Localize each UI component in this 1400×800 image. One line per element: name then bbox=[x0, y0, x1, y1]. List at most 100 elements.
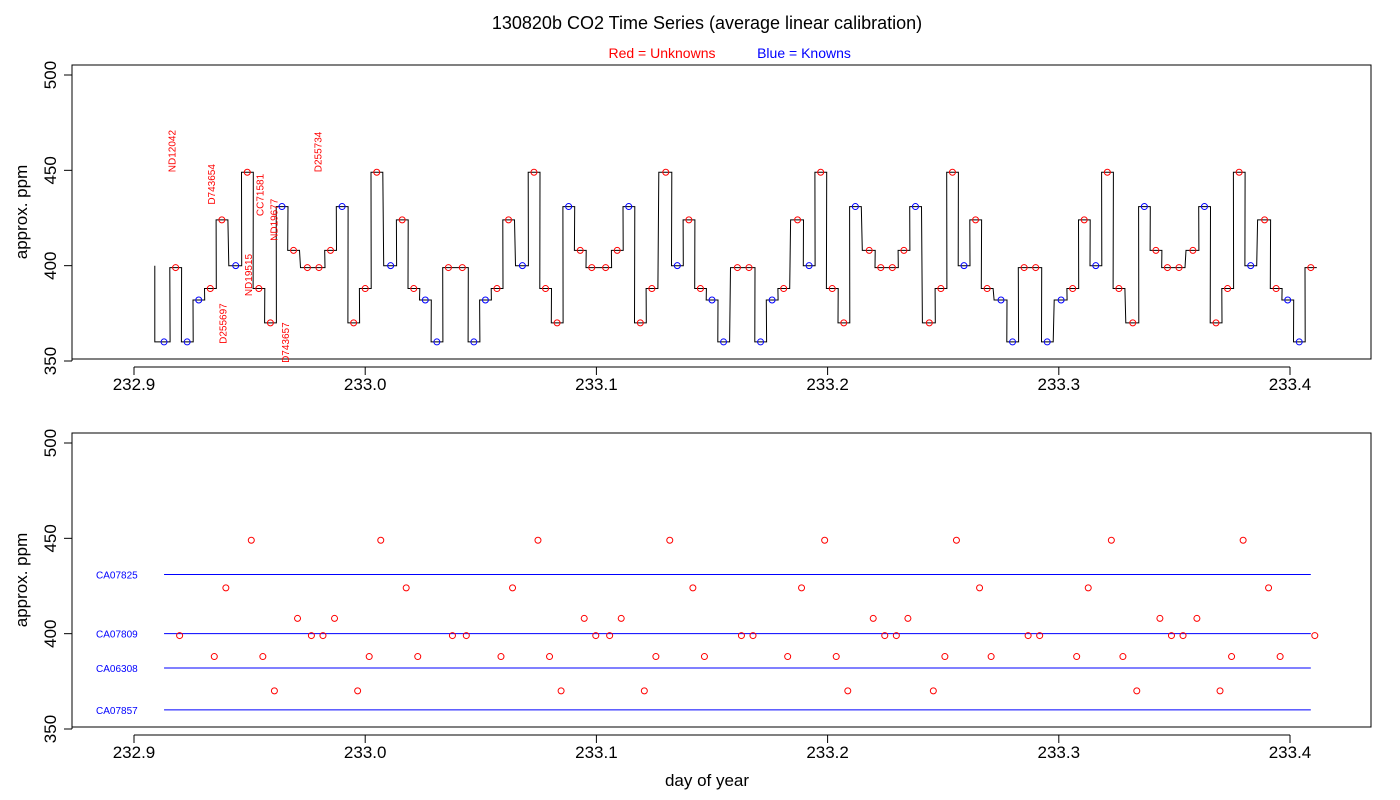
unknown-point bbox=[307, 632, 315, 640]
known-point bbox=[232, 262, 240, 270]
unknown-point bbox=[844, 687, 852, 695]
sample-id-label: D255697 bbox=[218, 303, 229, 344]
known-point bbox=[433, 338, 441, 346]
known-point bbox=[1200, 203, 1208, 211]
unknown-point bbox=[373, 168, 381, 176]
known-point bbox=[757, 338, 765, 346]
co2-trace-line bbox=[154, 171, 1317, 343]
unknown-point bbox=[218, 216, 226, 224]
unknown-point bbox=[1163, 264, 1171, 272]
unknown-point bbox=[327, 246, 335, 254]
unknown-point bbox=[259, 653, 267, 661]
unknown-point bbox=[1073, 653, 1081, 661]
unknown-point bbox=[606, 632, 614, 640]
top-x-tick-label: 233.1 bbox=[575, 375, 618, 394]
bottom-x-tick-label: 233.2 bbox=[806, 743, 849, 762]
bottom-x-tick-label: 233.1 bbox=[575, 743, 618, 762]
sample-id-label: ND12042 bbox=[168, 130, 179, 173]
known-point bbox=[960, 262, 968, 270]
top-y-tick-label: 350 bbox=[41, 347, 60, 375]
top-y-tick-label: 400 bbox=[41, 251, 60, 279]
unknown-point bbox=[662, 168, 670, 176]
reference-label: CA07825 bbox=[96, 571, 138, 582]
unknown-point bbox=[1156, 614, 1164, 622]
unknown-point bbox=[696, 285, 704, 293]
known-point bbox=[673, 262, 681, 270]
unknown-point bbox=[1167, 632, 1175, 640]
unknown-point bbox=[900, 246, 908, 254]
unknown-point bbox=[377, 536, 385, 544]
unknown-point bbox=[1265, 584, 1273, 592]
unknown-point bbox=[1212, 319, 1220, 327]
bottom-y-tick-label: 350 bbox=[41, 715, 60, 743]
unknown-point bbox=[290, 246, 298, 254]
unknown-point bbox=[497, 653, 505, 661]
unknown-point bbox=[546, 653, 554, 661]
legend-knowns: Blue = Knowns bbox=[757, 45, 851, 61]
unknown-point bbox=[458, 264, 466, 272]
unknown-point bbox=[1175, 264, 1183, 272]
unknown-point bbox=[892, 632, 900, 640]
sample-id-label: D743654 bbox=[207, 164, 218, 205]
known-point bbox=[805, 262, 813, 270]
unknown-point bbox=[361, 285, 369, 293]
unknown-point bbox=[530, 168, 538, 176]
known-point bbox=[1043, 338, 1051, 346]
known-point bbox=[768, 296, 776, 304]
unknown-point bbox=[700, 653, 708, 661]
unknown-point bbox=[617, 614, 625, 622]
unknown-point bbox=[410, 285, 418, 293]
unknown-point bbox=[1107, 536, 1115, 544]
unknown-point bbox=[1224, 285, 1232, 293]
unknown-point bbox=[1069, 285, 1077, 293]
unknown-point bbox=[1179, 632, 1187, 640]
unknown-point bbox=[398, 216, 406, 224]
unknown-point bbox=[294, 614, 302, 622]
unknown-point bbox=[877, 264, 885, 272]
unknown-point bbox=[462, 632, 470, 640]
sample-id-label: D255734 bbox=[313, 131, 324, 172]
top-plot-frame bbox=[71, 64, 1372, 360]
unknown-point bbox=[1228, 653, 1236, 661]
unknown-point bbox=[976, 584, 984, 592]
unknown-point bbox=[1024, 632, 1032, 640]
unknown-point bbox=[270, 687, 278, 695]
bottom-x-tick-label: 232.9 bbox=[113, 743, 156, 762]
unknown-point bbox=[580, 614, 588, 622]
bottom-y-tick-label: 500 bbox=[41, 429, 60, 457]
known-point bbox=[421, 296, 429, 304]
time-series-panel: 350 400 450 500 232.9 233.0 233.1 233.2 233.3 233… bbox=[12, 61, 1372, 394]
reference-label: CA06308 bbox=[96, 664, 138, 675]
bottom-x-tick-label: 233.4 bbox=[1269, 743, 1312, 762]
unknown-point bbox=[319, 632, 327, 640]
bottom-x-tick-label: 233.0 bbox=[344, 743, 387, 762]
unknown-point bbox=[1235, 168, 1243, 176]
top-x-tick-label: 233.2 bbox=[806, 375, 849, 394]
known-point bbox=[1140, 203, 1148, 211]
unknown-point bbox=[1103, 168, 1111, 176]
unknown-point bbox=[840, 319, 848, 327]
unknown-point bbox=[553, 319, 561, 327]
unknown-point bbox=[925, 319, 933, 327]
unknown-point bbox=[972, 216, 980, 224]
unknown-point bbox=[987, 653, 995, 661]
x-axis-label: day of year bbox=[665, 771, 749, 790]
unknown-point bbox=[733, 264, 741, 272]
unknown-point bbox=[493, 285, 501, 293]
unknown-point bbox=[1261, 216, 1269, 224]
unknown-point bbox=[666, 536, 674, 544]
unknown-point bbox=[828, 285, 836, 293]
top-y-tick-label: 500 bbox=[41, 61, 60, 89]
known-point bbox=[625, 203, 633, 211]
bottom-x-tick-label: 233.3 bbox=[1038, 743, 1081, 762]
known-point bbox=[278, 203, 286, 211]
top-x-tick-label: 233.0 bbox=[344, 375, 387, 394]
bottom-plot-frame bbox=[71, 432, 1372, 728]
known-point bbox=[1057, 296, 1065, 304]
unknown-point bbox=[1036, 632, 1044, 640]
reference-label: CA07809 bbox=[96, 630, 138, 641]
known-point bbox=[1092, 262, 1100, 270]
unknown-point bbox=[1276, 653, 1284, 661]
unknown-point bbox=[1272, 285, 1280, 293]
unknown-point bbox=[929, 687, 937, 695]
